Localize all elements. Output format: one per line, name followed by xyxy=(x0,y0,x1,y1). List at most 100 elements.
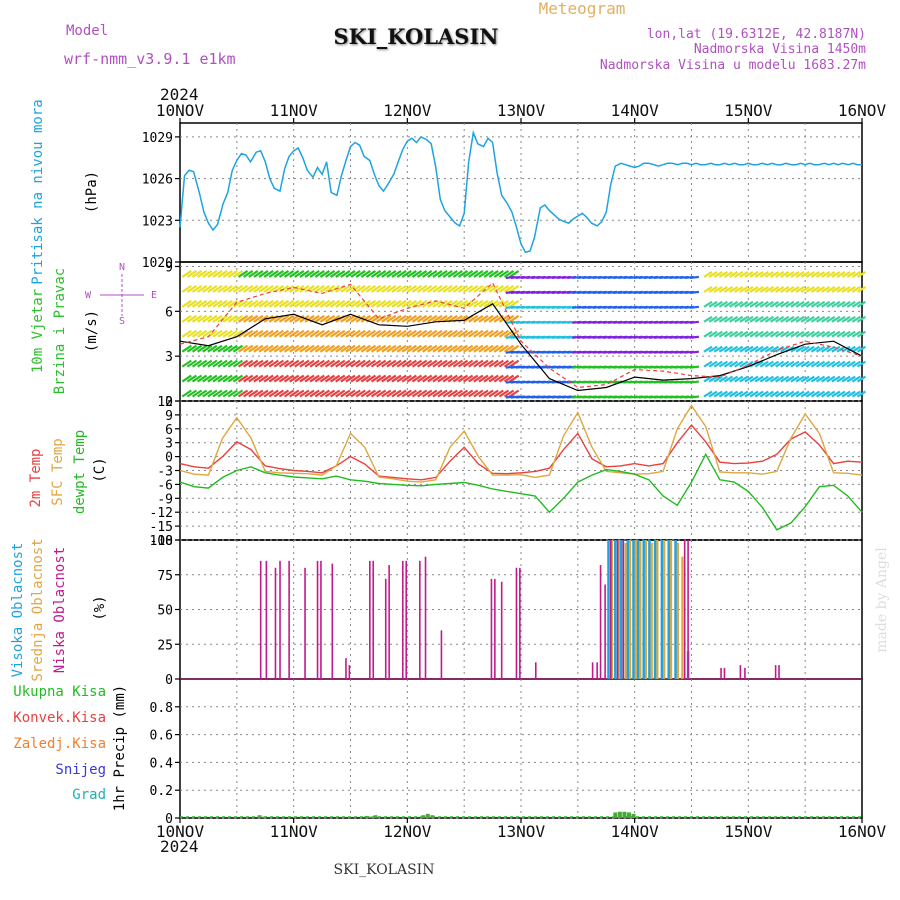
wind-barb xyxy=(810,271,821,278)
wind-barb xyxy=(734,300,744,308)
wind-barb xyxy=(237,284,249,293)
wind-barb xyxy=(826,345,836,353)
wind-barb xyxy=(345,299,356,308)
wind-barb xyxy=(442,329,453,338)
wind-barb xyxy=(391,314,402,323)
wind-barb xyxy=(800,271,810,278)
wind-barb xyxy=(355,359,366,368)
wind-barb xyxy=(253,329,264,338)
wind-barb xyxy=(785,285,795,293)
wind-barb xyxy=(309,374,320,383)
wind-barb xyxy=(304,314,315,323)
wind-barb xyxy=(329,329,341,338)
precip-legend-2: Zaledj.Kisa xyxy=(13,736,106,752)
wind-barb xyxy=(703,360,713,368)
wind-barb xyxy=(775,360,785,368)
wind-barb xyxy=(232,270,244,278)
wind-barb xyxy=(396,270,407,278)
wind-barb xyxy=(800,345,810,353)
wind-barb xyxy=(360,344,371,353)
wind-barb xyxy=(232,359,244,368)
wind-barb xyxy=(498,270,510,278)
wind-barb xyxy=(478,344,489,353)
wind-barb xyxy=(283,270,295,278)
model-value: wrf-nmm_v3.9.1 e1km xyxy=(64,50,236,68)
wind-barb xyxy=(427,314,438,323)
wind-barb xyxy=(805,360,815,368)
wind-barb xyxy=(237,344,249,353)
wind-barb xyxy=(483,270,494,278)
wind-barb xyxy=(381,374,392,383)
wind-barb xyxy=(478,270,489,278)
y-tick-label: 6 xyxy=(165,305,173,320)
wind-barb xyxy=(278,374,290,383)
wind-barb xyxy=(851,375,861,383)
x-tick-label-top: 14NOV xyxy=(611,101,660,120)
wind-barb xyxy=(232,299,244,308)
wind-barb xyxy=(324,374,336,383)
wind-barb xyxy=(309,299,320,308)
wind-barb xyxy=(381,314,392,323)
wind-barb xyxy=(775,285,785,293)
wind-barb xyxy=(442,284,453,293)
wind-barb xyxy=(263,389,274,398)
wind-barb xyxy=(764,285,774,293)
wind-barb xyxy=(810,315,821,323)
wind-barb xyxy=(340,374,351,383)
wind-barb xyxy=(689,305,700,309)
wind-barb xyxy=(381,329,392,338)
wind-barb xyxy=(493,329,504,338)
wind-barb xyxy=(780,300,790,308)
wind-barb xyxy=(427,374,438,383)
wind-barb xyxy=(381,344,392,353)
wind-barb xyxy=(759,285,769,293)
wind-barb xyxy=(340,344,351,353)
wind-barb xyxy=(728,300,739,308)
wind-barb xyxy=(202,374,213,383)
wind-barb xyxy=(181,389,192,398)
y-tick-label: 0.2 xyxy=(150,784,173,799)
wind-barb xyxy=(432,359,443,368)
footer-station: SKI_KOLASIN xyxy=(334,862,435,878)
precip-legend-3: Snijeg xyxy=(55,762,106,778)
wind-barb xyxy=(437,329,448,338)
wind-barb xyxy=(457,329,469,338)
wind-barb xyxy=(335,344,346,353)
wind-barb xyxy=(370,329,382,338)
wind-barb xyxy=(411,270,423,278)
wind-barb xyxy=(826,390,836,398)
wind-barb xyxy=(503,299,515,308)
wind-barb xyxy=(841,390,851,398)
wind-barb xyxy=(821,285,831,293)
wind-barb xyxy=(227,284,238,293)
wind-barb xyxy=(283,344,295,353)
wind-barb xyxy=(386,374,397,383)
wind-barb xyxy=(473,329,484,338)
wind-barb xyxy=(212,270,223,278)
precip-legend-1: Konvek.Kisa xyxy=(13,710,106,726)
wind-barb xyxy=(197,374,208,383)
wind-barb xyxy=(370,270,382,278)
wind-barb xyxy=(795,390,805,398)
wind-barb xyxy=(314,314,325,323)
wind-barb xyxy=(212,344,223,353)
wind-barb xyxy=(335,389,346,398)
wind-barb xyxy=(708,345,718,353)
wind-barb xyxy=(734,375,744,383)
wind-barb xyxy=(805,271,815,278)
wind-barb xyxy=(222,270,233,278)
wind-barb xyxy=(283,314,295,323)
precip-bar xyxy=(622,811,627,818)
wind-barb xyxy=(478,374,489,383)
wind-barb xyxy=(754,330,764,338)
wind-barb xyxy=(401,270,412,278)
precip-legend-4: Grad xyxy=(72,787,106,803)
wind-barb xyxy=(197,329,208,338)
wind-barb xyxy=(212,389,223,398)
wind-barb xyxy=(498,329,510,338)
wind-barb xyxy=(749,315,759,323)
wind-barb xyxy=(851,390,861,398)
wind-barb xyxy=(488,359,499,368)
wind-barb xyxy=(790,360,800,368)
wind-barb xyxy=(473,314,484,323)
